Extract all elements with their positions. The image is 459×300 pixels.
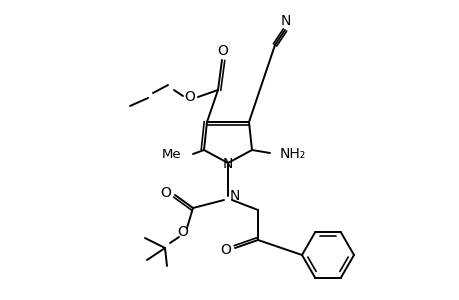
Text: O: O [184, 90, 195, 104]
Text: N: N [230, 189, 240, 203]
Text: O: O [217, 44, 228, 58]
Text: NH₂: NH₂ [280, 147, 306, 161]
Text: O: O [177, 225, 188, 239]
Text: O: O [220, 243, 231, 257]
Text: N: N [222, 157, 233, 171]
Text: N: N [280, 14, 291, 28]
Text: Me: Me [161, 148, 180, 161]
Text: O: O [160, 186, 171, 200]
